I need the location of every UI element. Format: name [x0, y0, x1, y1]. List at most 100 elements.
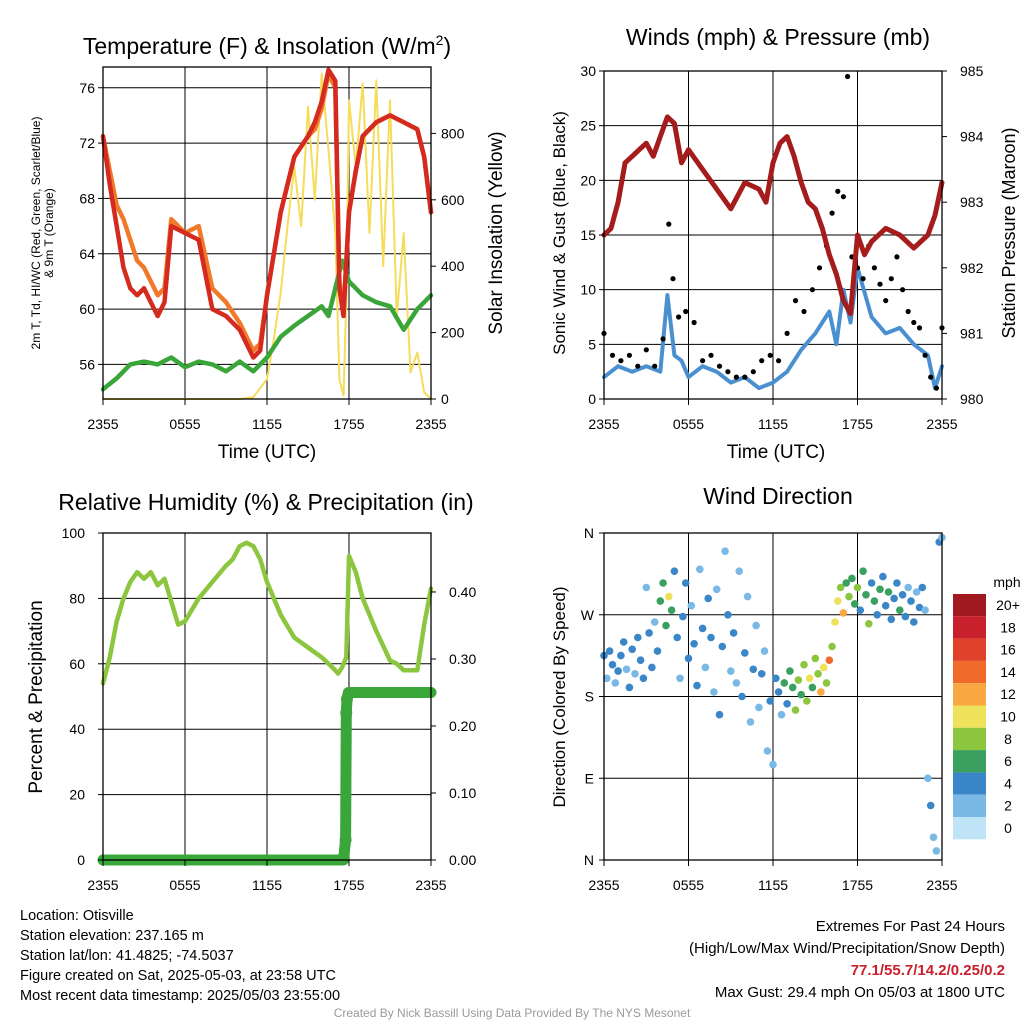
series-gust-point: [666, 221, 672, 227]
series-gust-point: [700, 358, 706, 364]
wind-direction-point: [873, 611, 881, 619]
humidity-x-tick-label: 0555: [169, 877, 200, 893]
wind-direction-point: [724, 611, 732, 619]
wind-direction-point: [898, 591, 907, 599]
wind-direction-point: [774, 688, 783, 696]
pressure-y-tick-label: 980: [960, 391, 984, 407]
temperature-x-tick-label: 2355: [87, 416, 118, 432]
humidity-y-tick-label: 80: [69, 590, 85, 606]
wind-direction-point: [834, 597, 842, 605]
temperature-y-tick-label: 72: [79, 135, 95, 151]
wind-direction-point: [772, 674, 780, 683]
legend-label: 14: [1000, 664, 1016, 680]
wind-direction-point: [746, 718, 755, 726]
wind-direction-point: [603, 674, 611, 683]
wind-direction-point: [848, 574, 856, 583]
wind-direction-point: [614, 667, 622, 675]
wind-direction-point: [752, 621, 760, 630]
humidity-x-tick-label: 1155: [252, 877, 282, 893]
direction-y-tick-label: N: [584, 525, 594, 541]
wind-direction-point: [893, 579, 901, 587]
temperature-x-axis-label: Time (UTC): [218, 442, 317, 463]
wind-direction-point: [718, 642, 727, 651]
footer-credit: Created By Nick Bassill Using Data Provi…: [333, 1006, 691, 1020]
winds-x-tick-label: 1755: [842, 416, 873, 432]
wind-direction-point: [631, 670, 639, 678]
humidity-x-tick-label: 1755: [333, 877, 364, 893]
wind-direction-point: [729, 629, 738, 637]
wind-direction-point: [732, 679, 741, 687]
wind-direction-point: [693, 681, 701, 690]
legend-title: mph: [993, 574, 1020, 590]
station-elevation: Station elevation: 237.165 m: [20, 928, 204, 944]
wind-direction-point: [712, 585, 721, 594]
wind-direction-point: [715, 710, 724, 719]
wind-direction-point: [794, 676, 803, 684]
humidity-x-tick-label: 2355: [87, 877, 118, 893]
wind-direction-point: [783, 700, 791, 708]
wind-direction-point: [701, 663, 710, 672]
wind-direction-point: [856, 606, 865, 614]
wind-direction-point: [662, 621, 670, 630]
wind-direction-point: [921, 606, 929, 614]
series-gust-point: [784, 330, 790, 336]
direction-x-tick-label: 2355: [926, 877, 957, 893]
legend-swatch: [953, 817, 986, 840]
wind-direction-point: [698, 624, 707, 633]
wind-direction-point: [929, 833, 938, 842]
pressure-y-tick-label: 982: [960, 260, 984, 276]
series-gust-point: [742, 374, 748, 380]
wind-direction-point: [814, 670, 822, 678]
wind-direction-point: [932, 847, 941, 855]
series-gust-point: [809, 287, 816, 293]
series-gust-point: [676, 314, 682, 320]
legend-swatch: [953, 772, 986, 795]
series-gust-point: [643, 347, 649, 353]
wind-direction-point: [665, 592, 673, 601]
wind-y-tick-label: 0: [588, 391, 596, 407]
wind-direction-point: [634, 633, 642, 642]
series-gust-point: [725, 369, 731, 375]
series-gust-point: [708, 352, 714, 358]
wind-direction-point: [738, 692, 746, 701]
winds-chart-title: Winds (mph) & Pressure (mb): [626, 24, 930, 50]
series-gust-point: [894, 254, 900, 260]
legend-swatch: [953, 660, 986, 684]
wind-direction-point: [619, 638, 628, 646]
series-gust-point: [871, 265, 878, 271]
legend-swatch: [953, 594, 986, 617]
wind-direction-point: [839, 609, 848, 617]
wind-direction-point: [800, 660, 808, 669]
wind-direction-point: [805, 674, 814, 683]
wind-direction-point: [710, 688, 718, 696]
temperature-y-tick-label: 64: [79, 246, 95, 262]
direction-x-tick-label: 1155: [758, 877, 788, 893]
direction-x-tick-label: 1755: [842, 877, 873, 893]
recent-timestamp: Most recent data timestamp: 2025/05/03 2…: [20, 988, 341, 1004]
precip-y-tick-label: 0.40: [449, 584, 476, 600]
legend-swatch: [953, 727, 986, 751]
station-info: Location: Otisville Station elevation: 2…: [20, 906, 340, 1006]
extremes-panel: Extremes For Past 24 Hours (High/Low/Max…: [689, 916, 1005, 1004]
temperature-x-tick-label: 2355: [415, 416, 446, 432]
wind-direction-point: [926, 801, 935, 810]
series-precipitation-point: [340, 693, 353, 706]
humidity-y-tick-label: 40: [69, 721, 85, 737]
precip-y-tick-label: 0.20: [449, 718, 476, 734]
wind-direction-point: [648, 663, 656, 672]
series-gust-point: [626, 352, 633, 358]
wind-direction-point: [670, 567, 679, 575]
wind-direction-point: [853, 583, 862, 592]
legend-label: 10: [1000, 709, 1016, 725]
series-relative-humidity: [100, 540, 434, 686]
wind-direction-point: [862, 591, 870, 599]
series-gust-point: [883, 298, 889, 304]
wind-direction-point: [918, 583, 927, 592]
insolation-y-tick-label: 200: [441, 325, 465, 341]
series-gust-point: [860, 276, 866, 282]
wind-direction-point: [845, 592, 853, 601]
wind-direction-point: [676, 674, 684, 683]
humidity-y-tick-label: 20: [69, 787, 85, 803]
winds-x-tick-label: 1155: [758, 416, 788, 432]
